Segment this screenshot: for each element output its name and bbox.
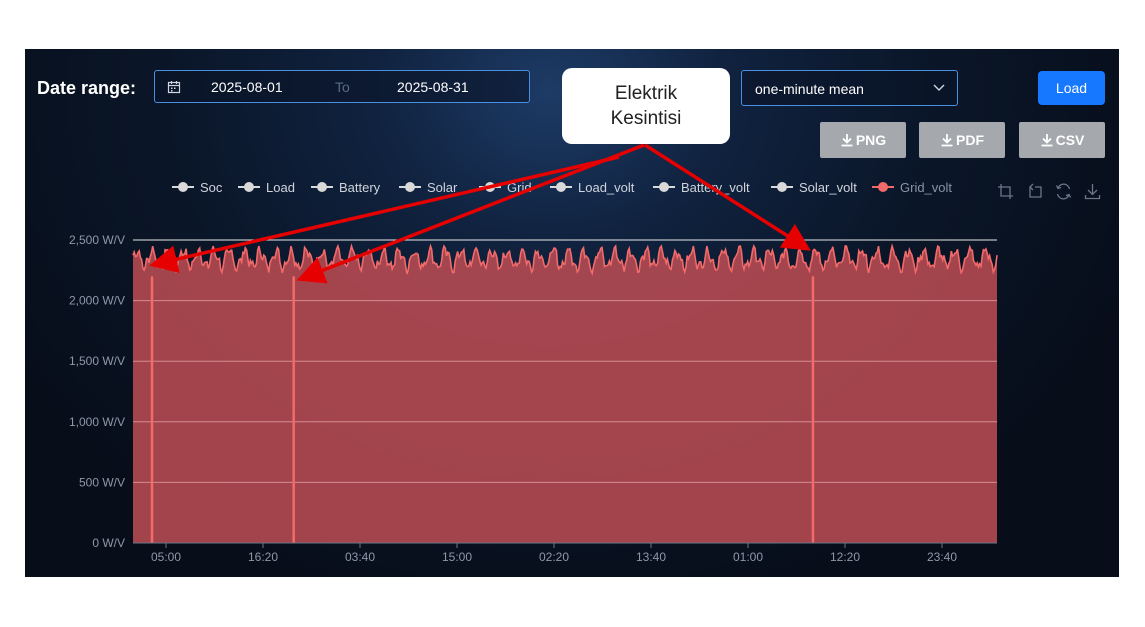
- x-tick-label: 23:40: [927, 550, 957, 564]
- export-png-label: PNG: [855, 132, 887, 148]
- x-tick-label: 01:00: [733, 550, 763, 564]
- export-csv-label: CSV: [1055, 132, 1085, 148]
- legend-item-battery-volt[interactable]: Battery_volt: [653, 179, 750, 195]
- export-pdf-label: PDF: [956, 132, 984, 148]
- legend-item-solar-volt[interactable]: Solar_volt: [771, 179, 857, 195]
- legend-marker-icon: [550, 181, 572, 193]
- calendar-icon: [167, 81, 181, 94]
- legend-marker-icon: [653, 181, 675, 193]
- legend-marker-icon: [399, 181, 421, 193]
- save-image-icon[interactable]: [1084, 183, 1101, 200]
- legend-label: Load_volt: [578, 179, 635, 195]
- load-button[interactable]: Load: [1038, 71, 1105, 105]
- chart-toolbox: [997, 183, 1101, 200]
- legend-marker-icon: [238, 181, 260, 193]
- legend-marker-icon: [479, 181, 501, 193]
- grid-volt-chart: 0 W/V 500 W/V 1,000 W/V 1,500 W/V 2,000 W/V 2…: [69, 233, 998, 564]
- legend-label: Grid_volt: [900, 179, 953, 195]
- legend-item-load-volt[interactable]: Load_volt: [550, 179, 634, 195]
- legend-item-grid[interactable]: Grid: [479, 179, 532, 195]
- export-pdf-button[interactable]: PDF: [919, 122, 1005, 158]
- legend-item-soc[interactable]: Soc: [172, 179, 222, 195]
- legend-item-battery[interactable]: Battery: [311, 179, 380, 195]
- legend-item-load[interactable]: Load: [238, 179, 295, 195]
- end-date-input[interactable]: 2025-08-31: [397, 79, 469, 95]
- x-tick-label: 13:40: [636, 550, 666, 564]
- download-icon: [1041, 134, 1053, 147]
- legend-marker-icon: [771, 181, 793, 193]
- legend-label: Battery_volt: [681, 179, 750, 195]
- legend-marker-icon: [872, 181, 894, 193]
- legend-label: Battery: [339, 179, 381, 195]
- legend-label: Solar: [427, 179, 458, 195]
- callout-line-1: Elektrik: [614, 83, 678, 104]
- download-icon: [841, 134, 853, 147]
- y-tick-label: 1,500 W/V: [69, 354, 125, 368]
- x-tick-label: 12:20: [830, 550, 860, 564]
- legend-label: Load: [266, 179, 295, 195]
- legend-item-solar[interactable]: Solar: [399, 179, 457, 195]
- chevron-down-icon: [933, 84, 945, 91]
- y-tick-label: 2,500 W/V: [69, 233, 125, 247]
- restore-icon[interactable]: [1055, 183, 1072, 200]
- y-tick-label: 0 W/V: [92, 536, 125, 550]
- x-tick-label: 05:00: [151, 550, 181, 564]
- aggregation-select[interactable]: one-minute mean: [741, 70, 958, 106]
- download-icon: [941, 134, 953, 147]
- legend-marker-icon: [172, 181, 194, 193]
- x-tick-label: 15:00: [442, 550, 472, 564]
- legend-label: Grid: [507, 179, 532, 195]
- export-csv-button[interactable]: CSV: [1019, 122, 1105, 158]
- legend-item-grid-volt[interactable]: Grid_volt: [872, 179, 952, 195]
- y-tick-label: 1,000 W/V: [69, 415, 125, 429]
- grid-volt-area: [133, 246, 997, 543]
- aggregation-value: one-minute mean: [755, 81, 864, 97]
- x-tick-label: 02:20: [539, 550, 569, 564]
- date-range-label: Date range:: [37, 78, 137, 98]
- start-date-input[interactable]: 2025-08-01: [211, 79, 283, 95]
- export-png-button[interactable]: PNG: [820, 122, 906, 158]
- zoom-reset-icon[interactable]: [1026, 183, 1043, 200]
- x-tick-label: 03:40: [345, 550, 375, 564]
- y-tick-label: 2,000 W/V: [69, 294, 125, 308]
- dashboard-panel: 0 W/V 500 W/V 1,000 W/V 1,500 W/V 2,000 W/V 2…: [25, 49, 1119, 577]
- legend-label: Solar_volt: [799, 179, 857, 195]
- x-tick-label: 16:20: [248, 550, 278, 564]
- legend-marker-icon: [311, 181, 333, 193]
- date-separator: To: [335, 79, 350, 95]
- zoom-icon[interactable]: [997, 183, 1014, 200]
- y-tick-label: 500 W/V: [79, 475, 125, 489]
- outage-callout: Elektrik Kesintisi: [562, 68, 730, 144]
- date-range-picker[interactable]: 2025-08-01 To 2025-08-31: [154, 70, 530, 103]
- callout-line-2: Kesintisi: [610, 108, 682, 129]
- legend-label: Soc: [200, 179, 223, 195]
